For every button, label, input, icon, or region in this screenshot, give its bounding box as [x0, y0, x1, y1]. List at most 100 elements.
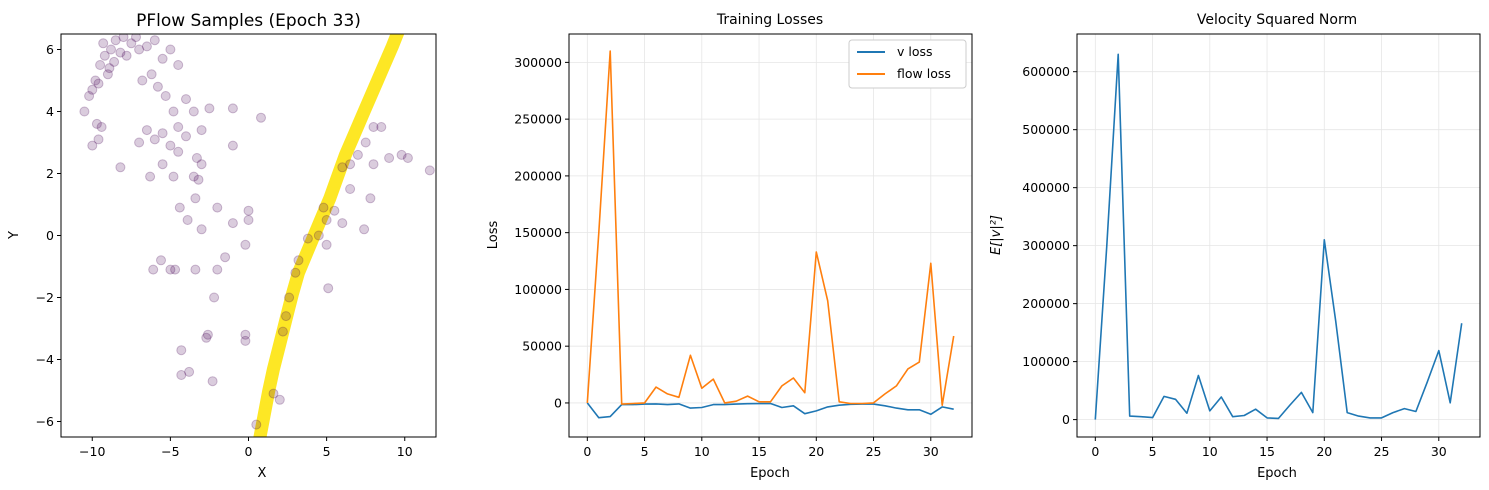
sample-point [209, 292, 220, 303]
sample-point [345, 159, 356, 170]
y-tick-label: 600000 [1022, 64, 1070, 79]
x-tick-label: −5 [161, 444, 179, 459]
sample-point [384, 153, 395, 163]
sample-point [337, 162, 348, 173]
y-tick-label: 200000 [1022, 296, 1070, 311]
sample-point [152, 81, 163, 92]
velocity-ylabel: E[|v|²] [989, 215, 1004, 255]
velocity-axes-frame [1076, 33, 1481, 438]
sample-point [98, 38, 109, 49]
sample-point [202, 329, 213, 340]
sample-point [115, 47, 126, 58]
sample-point [79, 106, 90, 117]
sample-point [402, 153, 413, 163]
sample-point [188, 171, 199, 182]
sample-point [281, 311, 291, 322]
sample-point [188, 106, 199, 117]
training-losses-panel: Training Losses 0 5 10 15 20 25 30 0 50000 100000… [486, 12, 973, 481]
x-tick-label: 20 [1316, 444, 1332, 459]
x-tick-label: 0 [583, 444, 591, 459]
sample-point [337, 218, 348, 229]
sample-point [174, 202, 185, 213]
sample-point [277, 326, 288, 337]
x-tick-label: 15 [1259, 444, 1275, 459]
sample-point [90, 75, 101, 86]
sample-point [137, 75, 148, 86]
sample-point [323, 283, 334, 294]
sample-point [173, 146, 184, 157]
sample-point [165, 264, 176, 275]
sample-point [376, 122, 387, 132]
y-tick-label: 0 [46, 228, 54, 243]
y-tick-label: 6 [46, 42, 54, 57]
sample-point [227, 103, 238, 114]
sample-point [352, 149, 363, 160]
y-tick-label: 4 [46, 104, 54, 119]
sample-point [99, 50, 110, 61]
losses-xlabel: Epoch [750, 466, 790, 481]
sample-point [182, 215, 193, 225]
sample-point [165, 140, 176, 151]
sample-point [145, 171, 156, 182]
y-tick-label: 50000 [522, 339, 562, 354]
sample-point [204, 103, 215, 114]
x-tick-label: 5 [323, 444, 331, 459]
sample-point [118, 34, 129, 43]
sample-point [220, 252, 231, 263]
y-tick-label: −6 [36, 414, 54, 429]
sample-point [359, 224, 370, 235]
legend-v-loss-label: v loss [897, 44, 933, 59]
velocity-title: Velocity Squared Norm [1197, 12, 1357, 28]
velocity-norm-panel: Velocity Squared Norm 0 5 10 15 20 25 30 0 10000… [989, 12, 1481, 481]
y-tick-label: 150000 [514, 225, 562, 240]
sample-point [93, 78, 104, 89]
sample-point [168, 106, 179, 117]
y-tick-label: 100000 [1022, 354, 1070, 369]
y-tick-label: −4 [36, 352, 54, 367]
x-tick-label: −10 [79, 444, 105, 459]
sample-point [240, 335, 251, 346]
losses-title: Training Losses [716, 12, 823, 28]
sample-point [191, 153, 202, 163]
sample-point [170, 264, 181, 275]
scatter-axes-frame [60, 33, 437, 438]
scatter-xlabel: X [258, 466, 267, 481]
sample-point [93, 134, 104, 145]
sample-point [181, 94, 191, 105]
sample-point [321, 239, 332, 250]
y-tick-label: 400000 [1022, 180, 1070, 195]
sample-point [141, 41, 152, 52]
x-tick-label: 25 [1374, 444, 1390, 459]
y-tick-label: 200000 [514, 168, 562, 183]
sample-point [149, 35, 160, 46]
sample-point [201, 332, 212, 343]
sample-point [84, 91, 95, 101]
sample-point [149, 134, 160, 145]
sample-point [196, 125, 207, 136]
sample-point [176, 370, 187, 380]
sample-point [240, 329, 251, 340]
series-line [586, 50, 955, 406]
sample-point [293, 255, 304, 266]
sample-point [368, 122, 379, 132]
sample-point [212, 202, 223, 213]
sample-point [243, 215, 254, 225]
sample-point [148, 264, 159, 275]
sample-point [256, 112, 266, 123]
y-tick-label: 2 [46, 166, 54, 181]
sample-point [109, 56, 120, 67]
sample-point [290, 267, 301, 278]
sample-point [160, 91, 171, 101]
x-tick-label: 20 [808, 444, 824, 459]
losses-legend: v loss flow loss [848, 39, 967, 89]
sample-point [329, 205, 340, 216]
sample-point [173, 122, 184, 132]
sample-point [157, 53, 168, 64]
sample-point [115, 162, 126, 173]
x-tick-label: 10 [694, 444, 710, 459]
generated-point [390, 34, 403, 41]
sample-point [365, 193, 376, 204]
sample-point [243, 205, 254, 216]
sample-point [207, 376, 218, 387]
